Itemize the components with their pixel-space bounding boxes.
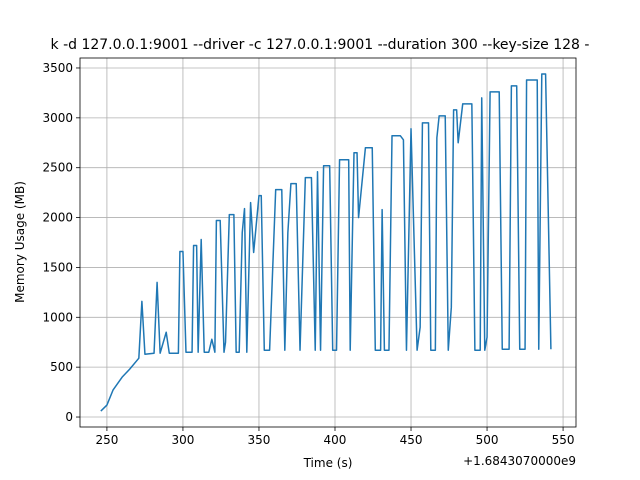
- x-axis-label: Time (s): [303, 456, 353, 470]
- y-tick-label: 1000: [42, 310, 73, 324]
- y-tick-label: 3000: [42, 111, 73, 125]
- data-line: [100, 73, 552, 412]
- y-tick-label: 0: [65, 410, 73, 424]
- y-tick-label: 1500: [42, 260, 73, 274]
- x-offset-label: +1.6843070000e9: [463, 454, 576, 468]
- x-tick-label: 250: [95, 433, 118, 447]
- y-tick-label: 3500: [42, 61, 73, 75]
- y-tick-label: 500: [50, 360, 73, 374]
- y-tick-label: 2500: [42, 161, 73, 175]
- chart-title: k -d 127.0.0.1:9001 --driver -c 127.0.0.…: [51, 37, 590, 53]
- x-tick-label: 400: [324, 433, 347, 447]
- x-tick-label: 450: [400, 433, 423, 447]
- x-tick-label: 500: [476, 433, 499, 447]
- x-tick-label: 550: [552, 433, 575, 447]
- x-tick-label: 300: [171, 433, 194, 447]
- y-tick-label: 2000: [42, 211, 73, 225]
- y-axis-label: Memory Usage (MB): [13, 181, 27, 303]
- x-tick-label: 350: [248, 433, 271, 447]
- plot-frame: [79, 57, 577, 428]
